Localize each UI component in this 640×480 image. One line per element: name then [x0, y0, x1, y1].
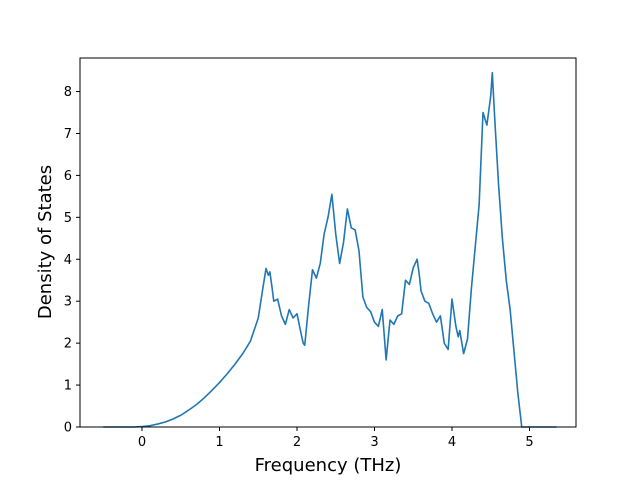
x-tick-label: 4	[448, 435, 456, 450]
y-tick-label: 0	[64, 421, 72, 436]
x-tick-label: 5	[525, 435, 533, 450]
y-tick-label: 6	[64, 169, 72, 184]
series-line	[103, 71, 557, 428]
y-tick-label: 8	[64, 85, 72, 100]
y-axis-label: Density of States	[35, 165, 56, 319]
y-tick-label: 1	[64, 379, 72, 394]
plot-area-frame	[79, 57, 577, 428]
tick-group: 0 1 2 3 4 5 0 1 2 3 4 5 6 7 8	[64, 85, 534, 450]
x-axis-label: Frequency (THz)	[255, 455, 402, 476]
y-tick-label: 3	[64, 295, 72, 310]
x-tick-label: 3	[370, 435, 378, 450]
x-tick-label: 0	[138, 435, 146, 450]
y-tick-label: 5	[64, 211, 72, 226]
y-tick-label: 7	[64, 127, 72, 142]
y-tick-label: 2	[64, 337, 72, 352]
y-tick-label: 4	[64, 253, 72, 268]
x-tick-label: 2	[293, 435, 301, 450]
x-tick-label: 1	[215, 435, 223, 450]
